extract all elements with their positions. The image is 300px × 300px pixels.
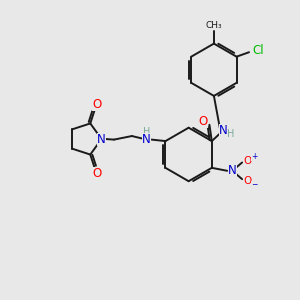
Text: +: + bbox=[251, 152, 258, 161]
Text: N: N bbox=[219, 124, 227, 137]
Text: O: O bbox=[92, 167, 101, 180]
Text: N: N bbox=[97, 133, 106, 146]
Text: −: − bbox=[251, 181, 258, 190]
Text: CH₃: CH₃ bbox=[206, 21, 222, 30]
Text: O: O bbox=[198, 115, 208, 128]
Text: N: N bbox=[228, 164, 237, 177]
Text: H: H bbox=[227, 129, 235, 139]
Text: Cl: Cl bbox=[252, 44, 264, 57]
Text: O: O bbox=[243, 156, 252, 166]
Text: H: H bbox=[143, 127, 150, 137]
Text: O: O bbox=[92, 98, 101, 111]
Text: O: O bbox=[243, 176, 252, 186]
Text: N: N bbox=[142, 133, 151, 146]
